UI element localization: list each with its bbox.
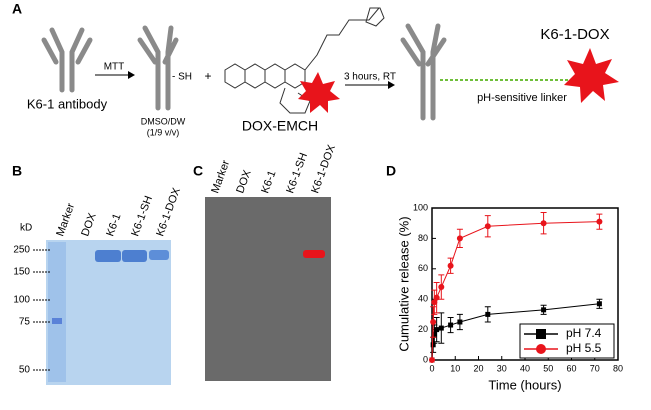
band [52, 318, 62, 324]
marker-label: 75 [19, 317, 31, 328]
point [438, 284, 445, 291]
lane-label: K6-1-SH [284, 151, 310, 195]
point [448, 322, 454, 328]
antibody-product [400, 23, 447, 121]
point [541, 307, 547, 313]
x-tick-label: 10 [450, 363, 460, 373]
point [457, 319, 463, 325]
legend-marker [536, 329, 546, 339]
point [485, 311, 491, 317]
arrowhead [128, 71, 135, 79]
series-line [431, 303, 600, 361]
x-tick-label: 70 [590, 363, 600, 373]
point [430, 319, 437, 325]
point [596, 218, 603, 225]
lane-label: K6-1-DOX [154, 186, 183, 238]
band [122, 250, 147, 262]
drug-star [298, 72, 340, 113]
marker-lane [48, 242, 66, 382]
panel-label: B [12, 163, 22, 179]
x-tick-label: 20 [473, 363, 483, 373]
lane-label: DOX [234, 168, 254, 195]
x-tick-label: 0 [429, 363, 434, 373]
unit-label: kD [20, 223, 32, 234]
point [438, 325, 444, 331]
x-tick-label: 50 [543, 363, 553, 373]
y-tick-label: 60 [418, 263, 428, 273]
point [433, 294, 440, 301]
gel-c [205, 197, 331, 381]
marker-label: 250 [13, 245, 30, 256]
band [303, 250, 325, 258]
point [429, 357, 435, 363]
y-tick-label: 0 [423, 354, 428, 364]
x-axis-label: Time (hours) [488, 377, 561, 392]
release-chart: 0 10 20 30 40 50 60 70 80 0 20 40 60 80 100 Time (hours… [396, 202, 623, 392]
step-label: 3 hours, RT [344, 72, 396, 83]
lane-label: K6-1-DOX [309, 143, 338, 195]
arrowhead [388, 81, 395, 89]
lane-label: K6-1 [259, 169, 278, 195]
marker-label: 50 [19, 365, 31, 376]
lane-label: Marker [209, 158, 232, 195]
marker-label: 150 [13, 267, 30, 278]
point [484, 223, 491, 230]
antibody-sh [137, 25, 179, 111]
solvent-label: DMSO/DW [141, 116, 186, 126]
drug-star [564, 48, 619, 103]
product-label: K6-1-DOX [540, 26, 609, 43]
lane-label: Marker [54, 201, 77, 238]
point [430, 342, 436, 348]
point [596, 301, 602, 307]
legend-label: pH 5.5 [566, 341, 602, 355]
sh-label: - SH [172, 72, 192, 83]
panel-label: C [193, 163, 203, 179]
step-label: MTT [104, 62, 125, 73]
x-tick-label: 40 [520, 363, 530, 373]
legend-label: pH 7.4 [566, 326, 602, 340]
y-tick-label: 40 [418, 294, 428, 304]
band [95, 250, 121, 262]
point [447, 262, 454, 269]
x-tick-label: 60 [566, 363, 576, 373]
point [540, 220, 547, 227]
linker-label: pH-sensitive linker [477, 92, 567, 104]
panel-label: A [12, 1, 22, 17]
point [431, 299, 438, 306]
y-tick-label: 100 [413, 202, 428, 212]
y-tick-label: 80 [418, 233, 428, 243]
band [149, 250, 169, 260]
x-tick-label: 30 [497, 363, 507, 373]
antibody [41, 27, 93, 93]
drug-label: DOX-EMCH [242, 118, 318, 134]
marker-label: 100 [13, 295, 30, 306]
lane-label: K6-1 [104, 212, 123, 238]
legend-box [519, 323, 615, 359]
lane-label: DOX [79, 211, 99, 238]
ratio-label: (1/9 v/v) [147, 127, 180, 137]
series-line [431, 221, 600, 361]
point [431, 331, 437, 337]
point [456, 235, 463, 242]
point [434, 327, 440, 333]
gel-b [46, 240, 171, 385]
plus: + [204, 69, 211, 83]
antibody-label: K6-1 antibody [27, 96, 108, 111]
y-axis-label: Cumulative release (%) [396, 216, 411, 351]
y-tick-label: 20 [418, 324, 428, 334]
panel-label: D [386, 163, 396, 179]
x-tick-label: 80 [613, 363, 623, 373]
legend-marker [536, 344, 546, 354]
gel-c-labels: Marker DOX K6-1 K6-1-SH K6-1-DOX [209, 143, 338, 195]
lane-label: K6-1-SH [129, 194, 155, 238]
